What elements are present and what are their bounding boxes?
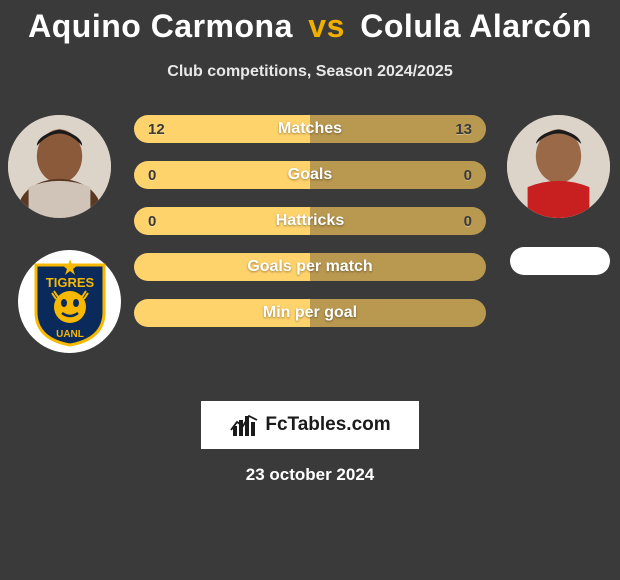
player-b-name: Colula Alarcón [360, 8, 592, 44]
comparison-content: TIGRES UANL 12 Matches 13 0 Goals 0 0 Ha… [0, 115, 620, 395]
vs-label: vs [308, 8, 345, 44]
tigres-badge-icon: TIGRES UANL [32, 257, 108, 347]
stat-left-value: 0 [148, 213, 172, 230]
stats-column: 12 Matches 13 0 Goals 0 0 Hattricks 0 Go… [134, 115, 486, 345]
stat-right-value: 13 [448, 121, 472, 138]
stat-row-goals-per-match: Goals per match [134, 253, 486, 281]
stat-left-value: 12 [148, 121, 172, 138]
subtitle: Club competitions, Season 2024/2025 [0, 63, 620, 81]
stat-label: Hattricks [134, 212, 486, 230]
player-b-photo-placeholder [507, 115, 610, 218]
watermark-text: FcTables.com [265, 414, 390, 436]
bar-chart-icon [229, 410, 259, 440]
stat-row-min-per-goal: Min per goal [134, 299, 486, 327]
stat-row-goals: 0 Goals 0 [134, 161, 486, 189]
player-a-name: Aquino Carmona [28, 8, 293, 44]
player-a-avatar [8, 115, 111, 218]
stat-label: Min per goal [134, 304, 486, 322]
player-a-club-badge: TIGRES UANL [18, 250, 121, 353]
player-a-photo-placeholder [8, 115, 111, 218]
svg-text:TIGRES: TIGRES [45, 275, 94, 290]
stat-row-hattricks: 0 Hattricks 0 [134, 207, 486, 235]
stat-right-value: 0 [448, 213, 472, 230]
player-b-club-badge [510, 247, 610, 275]
stat-left-value: 0 [148, 167, 172, 184]
stat-label: Matches [134, 120, 486, 138]
stat-right-value: 0 [448, 167, 472, 184]
date-label: 23 october 2024 [0, 465, 620, 485]
stat-label: Goals per match [134, 258, 486, 276]
player-b-avatar [507, 115, 610, 218]
watermark: FcTables.com [201, 401, 419, 449]
stat-label: Goals [134, 166, 486, 184]
stat-row-matches: 12 Matches 13 [134, 115, 486, 143]
svg-text:UANL: UANL [56, 329, 84, 340]
page-title: Aquino Carmona vs Colula Alarcón [0, 0, 620, 45]
